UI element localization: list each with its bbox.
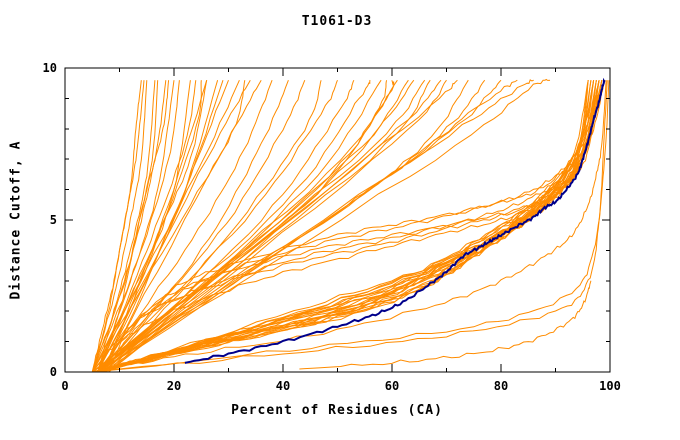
model-curves [91, 78, 610, 372]
model-curve [108, 79, 382, 372]
model-curve [102, 80, 289, 372]
model-curve [91, 80, 145, 372]
model-curve [108, 80, 229, 372]
model-curve [97, 80, 273, 372]
model-curve [108, 80, 322, 372]
model-curve [91, 79, 240, 372]
model-curve [102, 79, 502, 372]
model-curve [91, 80, 170, 372]
model-curve [91, 80, 180, 372]
x-tick-label: 40 [276, 379, 290, 393]
model-curve [102, 80, 224, 372]
x-tick-label: 20 [167, 379, 181, 393]
model-curve [102, 80, 592, 372]
model-curve [97, 79, 458, 372]
model-curve [102, 79, 409, 372]
best-model-curve [184, 77, 606, 364]
model-curve [97, 80, 156, 372]
model-curve [102, 80, 208, 372]
model-curve [92, 79, 534, 372]
model-curve [102, 79, 355, 372]
y-tick-label: 5 [50, 213, 57, 227]
x-tick-label: 60 [385, 379, 399, 393]
model-curve [97, 79, 518, 372]
model-curve [91, 80, 595, 372]
model-curve [91, 79, 426, 372]
model-curve [91, 80, 202, 372]
model-curve [92, 80, 610, 372]
y-axis-label: Distance Cutoff, A [8, 140, 24, 300]
model-curve [97, 79, 251, 372]
model-curve [97, 79, 338, 372]
y-tick-label: 10 [43, 61, 57, 75]
y-tick-label: 0 [50, 365, 57, 379]
highlighted-curve-group [184, 77, 606, 364]
model-curve [92, 80, 607, 372]
model-curve [91, 80, 148, 372]
model-curve [299, 280, 592, 370]
x-tick-label: 0 [61, 379, 68, 393]
chart-title: T1061-D3 [301, 14, 373, 29]
x-tick-label: 80 [494, 379, 508, 393]
model-curve [91, 80, 592, 372]
model-curve [92, 80, 608, 372]
model-curve [102, 79, 262, 372]
model-curve [103, 80, 597, 372]
x-axis-label: Percent of Residues (CA) [231, 403, 443, 418]
x-tick-label: 100 [599, 379, 621, 393]
model-curve [97, 78, 551, 372]
